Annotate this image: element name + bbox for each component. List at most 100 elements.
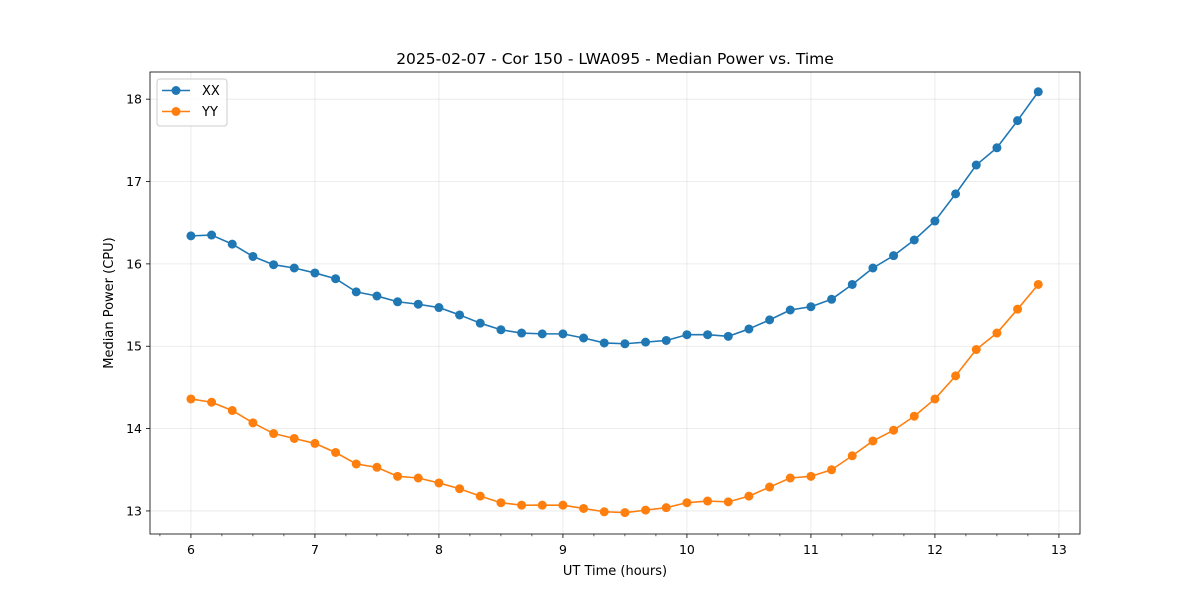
data-point-xx: [785, 305, 795, 315]
data-point-yy: [310, 438, 320, 448]
data-point-yy: [434, 478, 444, 488]
data-point-xx: [207, 230, 217, 240]
data-point-xx: [951, 189, 961, 199]
series-xx: [186, 87, 1043, 349]
data-point-yy: [248, 418, 258, 428]
axis-ticks: 6 7 8 9 10 11 12 13 13 14 15 16 17 18: [126, 92, 1067, 557]
data-point-yy: [930, 394, 940, 404]
data-point-xx: [579, 333, 589, 343]
data-point-xx: [248, 251, 258, 261]
data-point-yy: [537, 500, 547, 510]
data-point-xx: [227, 239, 237, 249]
data-point-xx: [868, 263, 878, 273]
legend: XX YY: [156, 78, 228, 127]
data-point-yy: [351, 459, 361, 469]
y-tick-label: 14: [126, 421, 142, 436]
data-point-xx: [517, 328, 527, 338]
data-point-yy: [1013, 304, 1023, 314]
data-point-xx: [847, 279, 857, 289]
plot-frame: [149, 71, 1081, 535]
data-point-xx: [537, 329, 547, 339]
data-point-xx: [289, 263, 299, 273]
y-tick-label: 16: [126, 256, 142, 271]
data-point-yy: [207, 397, 217, 407]
x-tick-label: 9: [559, 542, 567, 557]
data-point-yy: [703, 496, 713, 506]
data-point-xx: [351, 287, 361, 297]
y-tick-label: 15: [126, 339, 142, 354]
data-point-xx: [889, 251, 899, 261]
data-point-xx: [703, 330, 713, 340]
data-point-xx: [434, 303, 444, 313]
data-point-xx: [413, 299, 423, 309]
data-point-xx: [496, 325, 506, 335]
x-tick-label: 13: [1051, 542, 1067, 557]
data-point-yy: [951, 371, 961, 381]
legend-marker-xx: [171, 86, 181, 95]
data-point-yy: [558, 500, 568, 510]
data-point-yy: [971, 345, 981, 355]
data-point-yy: [331, 447, 341, 457]
series-yy: [186, 279, 1043, 518]
data-point-yy: [909, 411, 919, 421]
x-tick-label: 10: [679, 542, 695, 557]
data-point-yy: [827, 465, 837, 475]
data-point-yy: [641, 505, 651, 515]
x-tick-label: 11: [803, 542, 819, 557]
data-point-xx: [765, 315, 775, 325]
data-point-xx: [744, 324, 754, 334]
data-point-xx: [331, 274, 341, 284]
data-point-yy: [413, 473, 423, 483]
data-point-yy: [992, 328, 1002, 338]
data-point-yy: [682, 498, 692, 508]
data-point-yy: [496, 498, 506, 508]
data-point-xx: [992, 143, 1002, 153]
data-point-yy: [517, 500, 527, 510]
data-point-xx: [475, 318, 485, 328]
data-point-yy: [847, 451, 857, 461]
x-tick-label: 6: [187, 542, 195, 557]
data-point-xx: [641, 337, 651, 347]
data-point-yy: [806, 471, 816, 481]
data-point-yy: [723, 497, 733, 507]
data-point-yy: [475, 491, 485, 501]
data-point-yy: [620, 508, 630, 518]
data-point-xx: [971, 160, 981, 170]
legend-label-xx: XX: [202, 84, 220, 99]
data-point-xx: [930, 216, 940, 226]
series-layer: [186, 87, 1043, 518]
legend-marker-yy: [171, 107, 181, 116]
data-point-yy: [744, 491, 754, 501]
data-point-xx: [806, 302, 816, 312]
y-tick-label: 18: [126, 92, 142, 107]
data-point-yy: [889, 425, 899, 435]
data-point-xx: [558, 329, 568, 339]
grid: [150, 72, 1080, 534]
data-point-xx: [909, 235, 919, 245]
x-tick-label: 8: [435, 542, 443, 557]
data-point-yy: [269, 429, 279, 439]
data-point-xx: [723, 331, 733, 341]
data-point-xx: [310, 268, 320, 278]
data-point-xx: [661, 335, 671, 345]
data-point-xx: [1013, 116, 1023, 126]
chart-title: 2025-02-07 - Cor 150 - LWA095 - Median P…: [396, 50, 834, 68]
y-tick-label: 13: [126, 503, 142, 518]
data-point-yy: [393, 471, 403, 481]
data-point-xx: [455, 310, 465, 320]
data-point-xx: [372, 291, 382, 301]
x-tick-label: 12: [927, 542, 943, 557]
data-point-xx: [269, 260, 279, 270]
data-point-yy: [661, 503, 671, 513]
data-point-yy: [1033, 279, 1043, 289]
data-point-yy: [455, 484, 465, 494]
data-point-xx: [1033, 87, 1043, 97]
data-point-xx: [827, 294, 837, 304]
data-point-yy: [372, 462, 382, 472]
data-point-yy: [579, 503, 589, 513]
x-tick-label: 7: [311, 542, 319, 557]
data-point-xx: [620, 339, 630, 349]
data-point-yy: [289, 433, 299, 443]
data-point-yy: [765, 482, 775, 492]
